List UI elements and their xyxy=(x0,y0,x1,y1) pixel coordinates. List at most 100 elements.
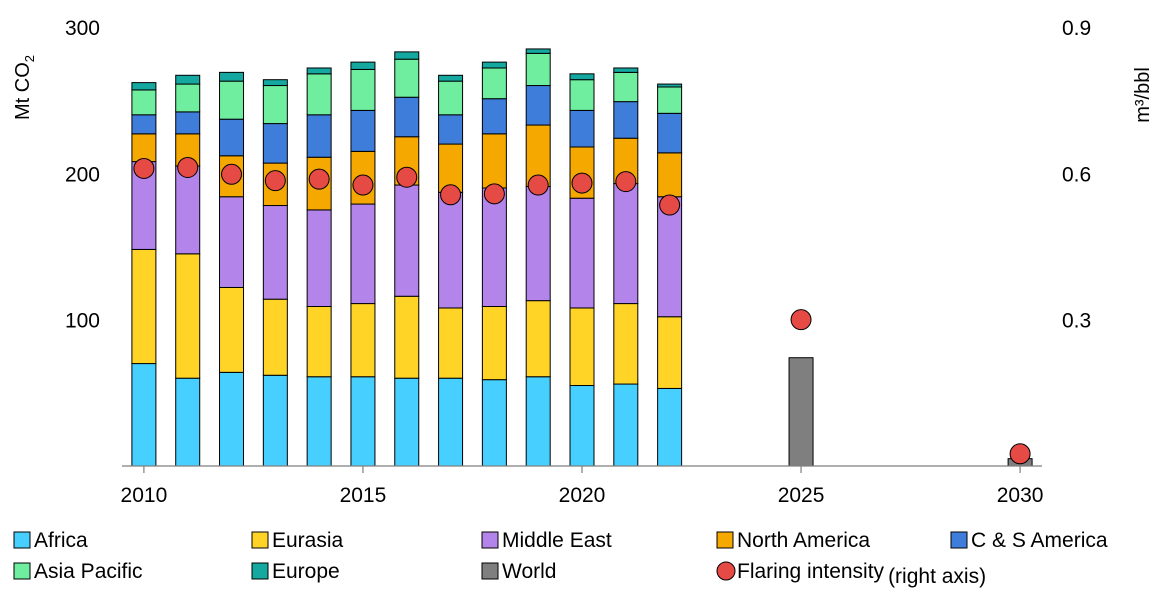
bar-europe-2021 xyxy=(613,67,639,73)
bar-north-america-2018 xyxy=(481,133,507,189)
bar-europe-2011 xyxy=(175,74,201,85)
bar-eurasia-2016 xyxy=(394,295,420,379)
bar-asia-pacific-2018 xyxy=(481,67,507,100)
bar-eurasia-2020 xyxy=(569,307,595,387)
intensity-marker-2010 xyxy=(133,157,155,179)
bar-europe-2018 xyxy=(481,61,507,69)
bar-middle-east-2017 xyxy=(438,191,464,309)
bar-europe-2020 xyxy=(569,73,595,81)
intensity-marker-2013 xyxy=(264,170,286,192)
bar-asia-pacific-2017 xyxy=(438,80,464,116)
bar-eurasia-2017 xyxy=(438,307,464,379)
bar-north-america-2010 xyxy=(131,133,157,163)
bar-africa-2017 xyxy=(438,377,464,467)
bar-c-s-america-2020 xyxy=(569,109,595,148)
bar-africa-2020 xyxy=(569,385,595,467)
intensity-marker-2018 xyxy=(483,183,505,205)
bar-c-s-america-2013 xyxy=(262,123,288,164)
bar-asia-pacific-2011 xyxy=(175,83,201,113)
bar-africa-2012 xyxy=(219,371,245,467)
intensity-markers-layer xyxy=(133,156,1031,465)
bar-c-s-america-2015 xyxy=(350,109,376,152)
bar-eurasia-2011 xyxy=(175,253,201,379)
bar-middle-east-2013 xyxy=(262,205,288,300)
bar-africa-2016 xyxy=(394,377,420,467)
intensity-marker-2014 xyxy=(308,168,330,190)
bar-eurasia-2019 xyxy=(525,300,551,378)
bar-eurasia-2013 xyxy=(262,298,288,376)
bar-world-2025 xyxy=(788,357,814,467)
bar-asia-pacific-2015 xyxy=(350,68,376,111)
bar-europe-2019 xyxy=(525,48,551,54)
bar-c-s-america-2016 xyxy=(394,96,420,138)
bar-asia-pacific-2016 xyxy=(394,58,420,98)
y-axis-label: Mt CO2 xyxy=(12,55,37,120)
bar-africa-2015 xyxy=(350,376,376,467)
bar-eurasia-2015 xyxy=(350,303,376,378)
bar-middle-east-2021 xyxy=(613,183,639,305)
legend-swatch-europe xyxy=(251,562,269,580)
bar-c-s-america-2014 xyxy=(306,114,332,158)
intensity-marker-2016 xyxy=(396,166,418,188)
legend-swatch-eurasia xyxy=(251,531,269,549)
y2-tick-label-0.9: 0.9 xyxy=(1062,17,1091,40)
y-tick-label-200: 200 xyxy=(65,163,100,186)
y-axis-label-main: Mt CO xyxy=(12,62,34,120)
y-tick-label-100: 100 xyxy=(65,310,100,333)
bar-europe-2014 xyxy=(306,67,332,75)
bar-asia-pacific-2010 xyxy=(131,89,157,116)
x-tick-label-2010: 2010 xyxy=(121,484,168,507)
legend-swatch-north-america xyxy=(716,531,734,549)
bar-c-s-america-2017 xyxy=(438,114,464,145)
y2-tick-label-0.3: 0.3 xyxy=(1062,310,1091,333)
legend-swatch-africa xyxy=(13,531,31,549)
legend-swatch-world xyxy=(481,562,499,580)
labels-layer: 2010 2015 2020 2025 2030 100 200 300 0.3 0.6 0.9 Mt… xyxy=(12,17,1154,507)
bar-asia-pacific-2013 xyxy=(262,85,288,125)
legend-label-eurasia: Eurasia xyxy=(272,529,344,552)
bar-asia-pacific-2022 xyxy=(657,86,683,114)
bar-africa-2010 xyxy=(131,363,157,467)
bar-c-s-america-2021 xyxy=(613,101,639,139)
bar-c-s-america-2012 xyxy=(219,118,245,157)
intensity-marker-2019 xyxy=(527,174,549,196)
legend-label-world: World xyxy=(502,560,556,583)
bars-layer xyxy=(131,48,1033,467)
legend-swatch-middle-east xyxy=(481,531,499,549)
x-tick-label-2025: 2025 xyxy=(778,484,825,507)
bar-middle-east-2014 xyxy=(306,209,332,307)
intensity-marker-2025 xyxy=(790,309,812,331)
legend-swatch-c-s-america xyxy=(950,531,968,549)
bar-asia-pacific-2021 xyxy=(613,71,639,103)
bar-c-s-america-2019 xyxy=(525,85,551,126)
bar-asia-pacific-2020 xyxy=(569,79,595,111)
bar-europe-2015 xyxy=(350,61,376,70)
bar-europe-2016 xyxy=(394,51,420,60)
bar-asia-pacific-2012 xyxy=(219,80,245,120)
bar-eurasia-2018 xyxy=(481,305,507,381)
bar-north-america-2022 xyxy=(657,152,683,198)
bar-africa-2011 xyxy=(175,377,201,467)
bar-asia-pacific-2014 xyxy=(306,73,332,116)
intensity-marker-2022 xyxy=(659,194,681,216)
bar-europe-2022 xyxy=(657,83,683,88)
legend-label-asia-pacific: Asia Pacific xyxy=(34,560,143,583)
x-tick-label-2030: 2030 xyxy=(997,484,1044,507)
bar-africa-2022 xyxy=(657,387,683,467)
legend-label-north-america: North America xyxy=(737,529,870,552)
legend: Africa Eurasia Middle East North America C &… xyxy=(13,529,1108,588)
bar-europe-2017 xyxy=(438,74,464,82)
intensity-marker-2011 xyxy=(177,156,199,178)
bar-middle-east-2019 xyxy=(525,186,551,302)
bar-eurasia-2022 xyxy=(657,316,683,389)
intensity-marker-2021 xyxy=(615,171,637,193)
legend-swatch-flaring-intensity xyxy=(716,561,736,581)
bar-c-s-america-2010 xyxy=(131,114,157,135)
x-tick-label-2020: 2020 xyxy=(559,484,606,507)
bar-middle-east-2012 xyxy=(219,196,245,288)
legend-label-africa: Africa xyxy=(34,529,88,552)
axes-layer xyxy=(122,465,1042,473)
legend-swatch-asia-pacific xyxy=(13,562,31,580)
intensity-marker-2012 xyxy=(221,163,243,185)
